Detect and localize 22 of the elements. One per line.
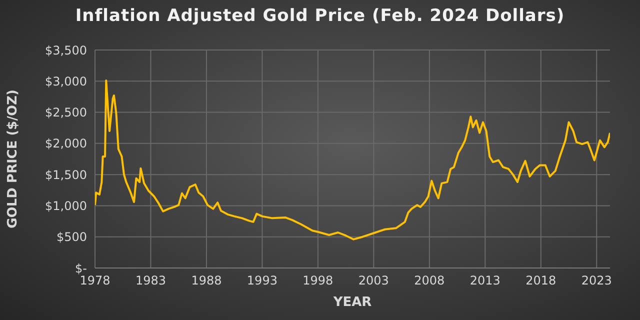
y-tick-label: $3,000	[45, 74, 87, 88]
x-tick-label: 2003	[358, 274, 389, 288]
y-tick-label: $500	[56, 230, 87, 244]
line-series	[95, 80, 610, 240]
y-tick-label: $2,000	[45, 136, 87, 151]
x-tick-label: 1983	[135, 274, 166, 288]
y-axis-title: GOLD PRICE ($/OZ)	[6, 90, 21, 228]
y-tick-label: $1,500	[45, 168, 87, 182]
x-tick-label: 2018	[526, 274, 556, 288]
y-tick-label: $1,000	[45, 198, 87, 213]
x-axis-title: YEAR	[332, 295, 372, 310]
y-tick-label: $3,500	[45, 43, 87, 58]
x-tick-label: 1978	[80, 274, 110, 288]
y-tick-label: $2,500	[45, 106, 87, 120]
x-tick-label: 2008	[414, 274, 445, 288]
x-tick-label: 1988	[191, 274, 222, 288]
x-tick-label: 1993	[246, 274, 278, 288]
x-tick-label: 2013	[470, 274, 500, 288]
x-tick-label: 1998	[302, 274, 334, 288]
y-tick-label: $-	[75, 261, 87, 276]
chart-title: Inflation Adjusted Gold Price (Feb. 2024 Dollars)	[74, 6, 566, 26]
x-tick-label: 2023	[581, 274, 612, 288]
